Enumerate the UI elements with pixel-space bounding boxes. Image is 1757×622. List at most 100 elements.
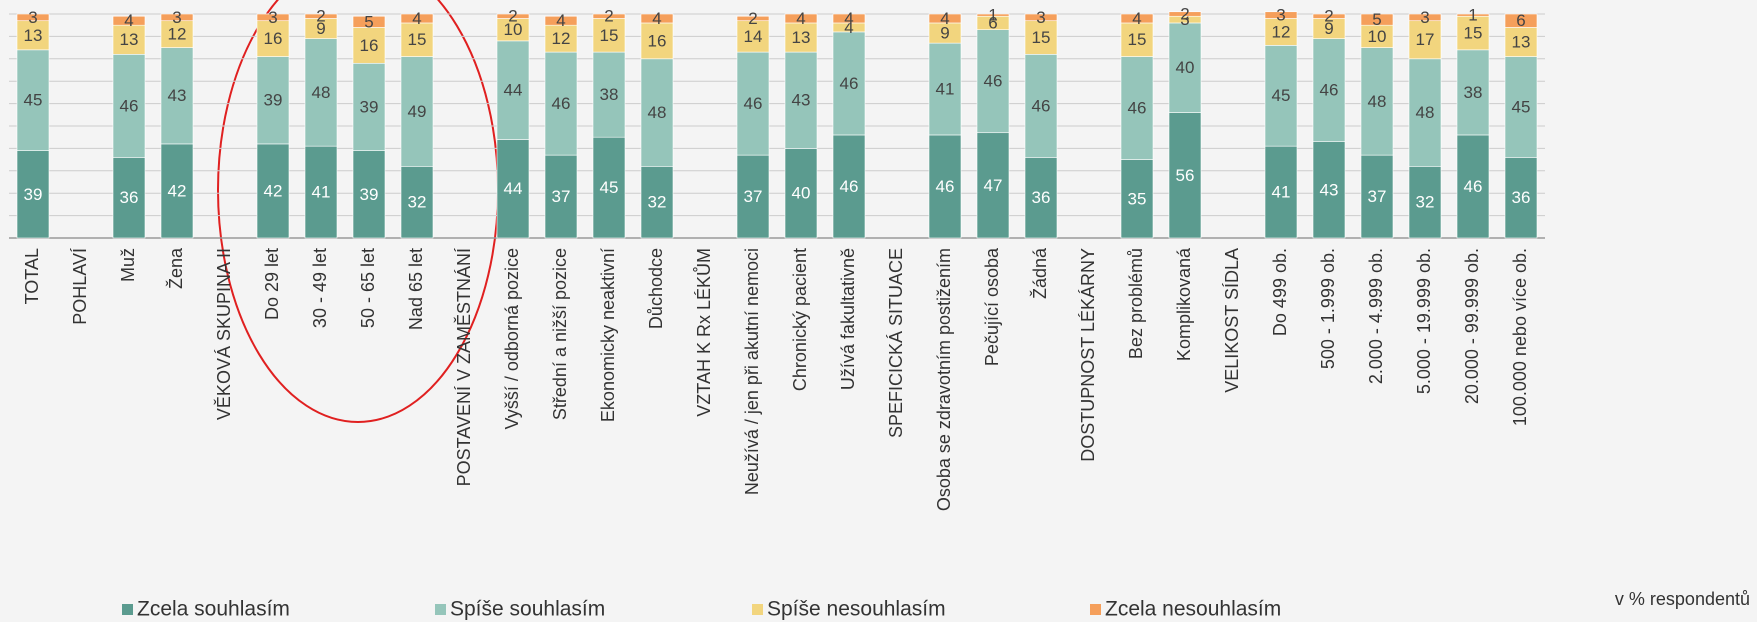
data-label: 4	[1132, 9, 1141, 28]
bar-segment	[16, 20, 50, 51]
x-tick-label: DOSTUPNOST LÉKÁRNY	[1078, 248, 1098, 462]
data-label: 45	[24, 91, 43, 110]
data-label: 46	[840, 74, 859, 93]
data-label: 4	[940, 9, 949, 28]
x-tick-label: Do 499 ob.	[1270, 248, 1290, 336]
data-label: 2	[316, 7, 325, 26]
data-label: 4	[412, 9, 421, 28]
annotation: v % respondentů	[1615, 589, 1750, 609]
data-label: 12	[552, 29, 571, 48]
bar-segment	[1504, 27, 1538, 57]
data-label: 43	[1320, 180, 1339, 199]
x-tick-label: 100.000 nebo více ob.	[1510, 248, 1530, 426]
bar-segment	[640, 22, 674, 60]
data-label: 56	[1176, 166, 1195, 185]
data-label: 35	[1128, 189, 1147, 208]
x-tick-label: POHLAVÍ	[70, 248, 90, 325]
x-tick-label: Muž	[118, 248, 138, 282]
bar-segment	[544, 51, 578, 156]
data-label: 4	[652, 9, 661, 28]
bar-segment	[736, 51, 770, 156]
data-label: 47	[984, 176, 1003, 195]
bar-segment	[1120, 13, 1154, 24]
data-label: 41	[936, 80, 955, 99]
x-tick-label: 20.000 - 99.999 ob.	[1462, 248, 1482, 404]
data-label: 13	[24, 26, 43, 45]
data-label: 46	[936, 177, 955, 196]
bar-segment	[1168, 112, 1202, 239]
data-label: 2	[1180, 4, 1189, 23]
bar-segment	[1360, 47, 1394, 156]
data-label: 49	[408, 102, 427, 121]
bar-segment	[1504, 157, 1538, 239]
data-label: 4	[124, 11, 133, 30]
data-label: 38	[1464, 83, 1483, 102]
x-tick-label: Bez problémů	[1126, 248, 1146, 359]
data-label: 32	[408, 193, 427, 212]
x-tick-label: SPEFICICKÁ SITUACE	[886, 248, 906, 438]
bar-segment	[1024, 157, 1058, 239]
data-label: 1	[1468, 6, 1477, 25]
data-label: 16	[648, 31, 667, 50]
bar-segment	[592, 13, 626, 19]
x-tick-label: Chronický pacient	[790, 248, 810, 391]
data-label: 44	[504, 179, 523, 198]
data-label: 43	[168, 86, 187, 105]
data-label: 45	[1512, 97, 1531, 116]
data-label: 48	[1368, 92, 1387, 111]
bar-segment	[1456, 134, 1490, 239]
data-label: 38	[600, 85, 619, 104]
bar-segment	[496, 139, 530, 239]
data-label: 46	[552, 94, 571, 113]
data-label: 46	[1032, 96, 1051, 115]
bar-segment	[736, 20, 770, 53]
data-label: 37	[1368, 187, 1387, 206]
data-label: 41	[312, 183, 331, 202]
x-tick-label: 500 - 1.999 ob.	[1318, 248, 1338, 369]
bar-segment	[832, 13, 866, 24]
bar-segment	[352, 150, 386, 239]
x-tick-label: POSTAVENÍ V ZAMĚSTNÁNÍ	[454, 248, 474, 486]
data-label: 46	[1320, 81, 1339, 100]
bar-segment	[1312, 13, 1346, 19]
legend-label: Spíše souhlasím	[450, 598, 605, 621]
data-label: 6	[988, 13, 997, 32]
bar-segment	[1120, 159, 1154, 239]
bar-segment	[1504, 13, 1538, 28]
data-label: 15	[600, 26, 619, 45]
bar-segment	[784, 148, 818, 239]
data-label: 39	[24, 185, 43, 204]
data-label: 6	[1516, 11, 1525, 30]
bar-segment	[256, 13, 290, 22]
data-label: 40	[792, 184, 811, 203]
bar-segment	[1264, 11, 1298, 19]
x-tick-label: Střední a nižší pozice	[550, 248, 570, 420]
bar-segment	[1264, 45, 1298, 147]
bar-segment	[1456, 13, 1490, 17]
data-label: 9	[940, 24, 949, 43]
legend-swatch	[435, 604, 446, 615]
bar-segment	[1120, 56, 1154, 160]
data-label: 3	[28, 8, 37, 27]
bar-segment	[1360, 13, 1394, 26]
data-label: 10	[1368, 27, 1387, 46]
data-label: 13	[1512, 32, 1531, 51]
data-label: 2	[748, 9, 757, 28]
data-label: 44	[504, 81, 523, 100]
data-label: 36	[1512, 188, 1531, 207]
bar-segment	[928, 134, 962, 239]
data-label: 14	[744, 27, 763, 46]
x-tick-label: Ekonomicky neaktivní	[598, 248, 618, 422]
bar-segment	[784, 51, 818, 149]
bar-segment	[544, 24, 578, 53]
data-label: 36	[1032, 188, 1051, 207]
bar-segment	[784, 22, 818, 53]
bar-segment	[1408, 166, 1442, 239]
data-label: 37	[744, 187, 763, 206]
data-label: 17	[1416, 30, 1435, 49]
data-label: 45	[600, 178, 619, 197]
data-label: 15	[1128, 30, 1147, 49]
bar-segment	[112, 24, 146, 55]
bar-segment	[736, 15, 770, 22]
